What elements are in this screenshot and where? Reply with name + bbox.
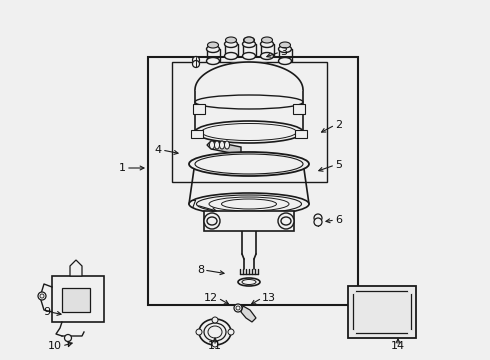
Ellipse shape xyxy=(204,323,226,341)
Bar xyxy=(172,62,327,182)
Circle shape xyxy=(193,57,199,63)
Ellipse shape xyxy=(201,123,296,140)
Circle shape xyxy=(65,334,72,342)
Polygon shape xyxy=(70,260,82,276)
Ellipse shape xyxy=(189,193,309,215)
Text: 4: 4 xyxy=(155,145,162,155)
Text: 2: 2 xyxy=(335,120,342,130)
Ellipse shape xyxy=(196,195,301,213)
Bar xyxy=(193,104,205,114)
Ellipse shape xyxy=(195,121,303,143)
Ellipse shape xyxy=(244,37,254,43)
Circle shape xyxy=(408,330,414,336)
Bar xyxy=(293,104,305,114)
Text: 8: 8 xyxy=(197,265,204,275)
Circle shape xyxy=(350,288,356,294)
Circle shape xyxy=(278,213,294,229)
Ellipse shape xyxy=(224,40,238,48)
Text: 7: 7 xyxy=(189,200,196,210)
Ellipse shape xyxy=(220,141,224,149)
Text: 12: 12 xyxy=(204,293,218,303)
Circle shape xyxy=(314,218,322,226)
Ellipse shape xyxy=(224,141,229,149)
Text: 14: 14 xyxy=(391,341,405,351)
Polygon shape xyxy=(207,141,241,155)
Ellipse shape xyxy=(207,42,219,48)
Circle shape xyxy=(236,306,240,310)
Ellipse shape xyxy=(278,58,292,64)
Circle shape xyxy=(212,341,218,347)
Circle shape xyxy=(212,317,218,323)
Bar xyxy=(148,57,358,305)
Bar xyxy=(348,286,416,338)
Circle shape xyxy=(38,292,46,300)
Ellipse shape xyxy=(244,37,254,43)
Ellipse shape xyxy=(210,141,215,149)
Bar xyxy=(191,130,203,138)
Text: 10: 10 xyxy=(48,341,62,351)
Bar xyxy=(52,276,104,322)
Circle shape xyxy=(193,60,199,68)
Ellipse shape xyxy=(199,319,231,345)
Ellipse shape xyxy=(281,217,291,225)
Ellipse shape xyxy=(243,53,255,59)
Ellipse shape xyxy=(206,45,220,53)
Bar xyxy=(295,130,307,138)
Circle shape xyxy=(40,294,44,298)
Circle shape xyxy=(204,213,220,229)
Bar xyxy=(62,288,90,312)
Text: 5: 5 xyxy=(335,160,342,170)
Polygon shape xyxy=(241,306,256,322)
Text: 9: 9 xyxy=(43,307,50,317)
Ellipse shape xyxy=(261,40,273,48)
Ellipse shape xyxy=(242,279,256,284)
Ellipse shape xyxy=(261,53,273,59)
Polygon shape xyxy=(195,62,303,90)
Text: 6: 6 xyxy=(335,215,342,225)
Ellipse shape xyxy=(238,278,260,286)
Ellipse shape xyxy=(279,42,291,48)
Circle shape xyxy=(228,329,234,335)
Circle shape xyxy=(408,288,414,294)
Ellipse shape xyxy=(224,53,238,59)
Text: 11: 11 xyxy=(208,341,222,351)
Circle shape xyxy=(234,304,242,312)
Ellipse shape xyxy=(189,152,309,176)
Text: 1: 1 xyxy=(119,163,126,173)
Bar xyxy=(204,211,294,231)
Ellipse shape xyxy=(195,154,303,174)
Ellipse shape xyxy=(278,45,292,53)
Ellipse shape xyxy=(195,95,303,109)
Text: 3: 3 xyxy=(280,47,287,57)
Ellipse shape xyxy=(225,37,237,43)
Bar xyxy=(353,291,411,333)
Ellipse shape xyxy=(209,197,289,211)
Ellipse shape xyxy=(207,217,217,225)
Ellipse shape xyxy=(208,326,222,338)
Circle shape xyxy=(314,214,322,222)
Ellipse shape xyxy=(243,40,255,48)
Circle shape xyxy=(196,329,202,335)
Circle shape xyxy=(350,330,356,336)
Ellipse shape xyxy=(262,37,272,43)
Text: 13: 13 xyxy=(262,293,276,303)
Ellipse shape xyxy=(206,58,220,64)
Ellipse shape xyxy=(221,199,276,209)
Ellipse shape xyxy=(215,141,220,149)
